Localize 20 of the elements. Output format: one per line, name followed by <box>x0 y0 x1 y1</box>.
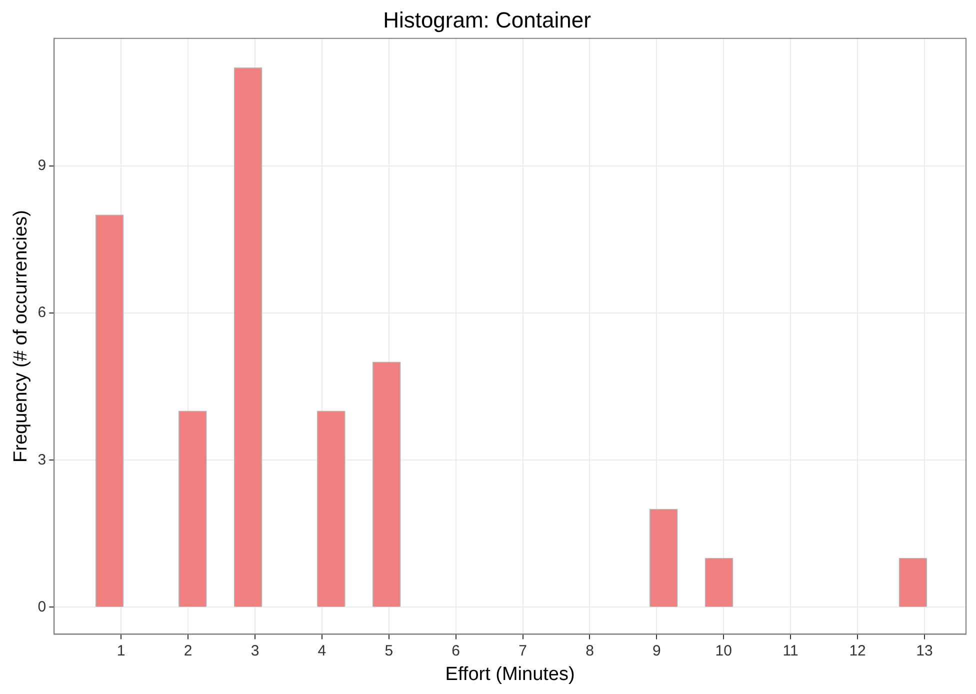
x-tick-label: 9 <box>652 642 661 660</box>
y-tick-label: 3 <box>38 451 46 468</box>
x-tick-label: 8 <box>586 642 594 660</box>
x-tick-label: 2 <box>184 642 192 660</box>
x-tick-label: 6 <box>452 642 460 660</box>
x-tick-label: 10 <box>715 642 732 660</box>
x-tick-label: 12 <box>849 642 866 660</box>
x-tick-label: 13 <box>916 642 933 660</box>
y-tick-label: 9 <box>38 157 46 174</box>
y-tick-label: 0 <box>38 598 46 616</box>
x-tick-label: 3 <box>250 642 260 660</box>
x-tick-label: 5 <box>384 642 394 660</box>
x-tick-label: 11 <box>782 642 798 660</box>
chart-title: Histogram: Container <box>383 7 591 32</box>
x-tick-label: 4 <box>318 642 326 660</box>
x-tick-label: 1 <box>116 642 126 660</box>
x-tick-label: 7 <box>518 642 527 660</box>
y-tick-label: 6 <box>38 304 46 322</box>
x-axis-title: Effort (Minutes) <box>445 664 575 685</box>
y-axis-title: Frequency (# of occurrencies) <box>10 210 32 462</box>
